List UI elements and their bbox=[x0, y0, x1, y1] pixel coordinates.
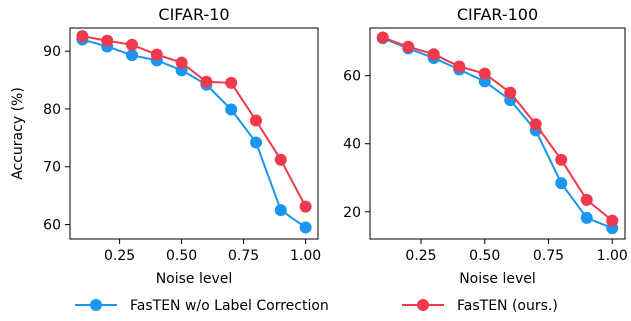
legend-label-series-1: FasTEN w/o Label Correction bbox=[130, 298, 329, 314]
x-tick-label: 1.00 bbox=[290, 248, 321, 264]
series-line-1 bbox=[82, 38, 307, 229]
data-point bbox=[427, 48, 440, 61]
y-tick-label: 40 bbox=[343, 137, 361, 153]
data-point bbox=[126, 49, 138, 62]
x-tick-label: 1.00 bbox=[597, 248, 628, 264]
data-point bbox=[274, 153, 287, 166]
y-tick-label: 60 bbox=[343, 69, 361, 85]
legend-label-series-2: FasTEN (ours.) bbox=[457, 298, 558, 314]
data-point bbox=[101, 34, 114, 47]
x-tick-label: 0.25 bbox=[104, 248, 135, 264]
data-point bbox=[250, 114, 262, 127]
data-point bbox=[225, 103, 238, 116]
data-point bbox=[555, 177, 568, 190]
data-point bbox=[274, 204, 287, 217]
data-point bbox=[299, 221, 312, 234]
x-tick-label: 0.50 bbox=[469, 248, 500, 264]
series-line-2 bbox=[382, 36, 613, 222]
y-tick-label: 60 bbox=[43, 218, 61, 234]
x-axis-label: Noise level bbox=[459, 271, 536, 287]
data-point bbox=[529, 118, 542, 131]
x-tick-label: 0.75 bbox=[228, 248, 259, 264]
legend: FasTEN w/o Label Correction FasTEN (ours… bbox=[75, 298, 558, 314]
data-point bbox=[150, 48, 163, 61]
data-point bbox=[126, 38, 138, 51]
data-point bbox=[606, 214, 619, 227]
data-point bbox=[250, 136, 262, 149]
data-point bbox=[580, 211, 593, 224]
chart-title: CIFAR-100 bbox=[457, 5, 538, 24]
x-tick-label: 0.75 bbox=[533, 248, 564, 264]
legend-marker-series-1 bbox=[90, 299, 102, 311]
data-point bbox=[453, 60, 466, 73]
legend-marker-series-2 bbox=[417, 299, 429, 311]
plot-frame bbox=[369, 27, 626, 240]
data-point bbox=[299, 200, 312, 213]
y-tick-label: 90 bbox=[43, 44, 61, 60]
y-tick-label: 20 bbox=[343, 205, 361, 221]
data-point bbox=[402, 40, 415, 53]
data-point bbox=[76, 30, 89, 43]
series-line-1 bbox=[382, 37, 613, 230]
panel-cifar100: CIFAR-100 0.25 0.50 0.75 1.00 20 40 60 Noise lev… bbox=[343, 5, 628, 287]
data-point bbox=[504, 86, 517, 99]
data-point bbox=[200, 75, 213, 88]
y-tick-label: 80 bbox=[43, 102, 61, 118]
data-point bbox=[376, 31, 389, 44]
y-tick-label: 70 bbox=[43, 160, 61, 176]
plot-frame bbox=[69, 27, 319, 240]
panel-cifar10: CIFAR-10 0.25 0.50 0.75 1.00 60 70 80 90 Noise le… bbox=[10, 5, 321, 287]
x-tick-label: 0.25 bbox=[405, 248, 436, 264]
data-point bbox=[225, 76, 238, 89]
data-point bbox=[580, 193, 593, 206]
data-point bbox=[175, 56, 188, 69]
y-axis-label: Accuracy (%) bbox=[10, 87, 26, 180]
x-axis-label: Noise level bbox=[156, 271, 233, 287]
series-line-2 bbox=[82, 35, 307, 208]
data-point bbox=[555, 153, 568, 166]
x-tick-label: 0.50 bbox=[166, 248, 197, 264]
chart-title: CIFAR-10 bbox=[158, 5, 229, 24]
data-point bbox=[478, 67, 491, 80]
